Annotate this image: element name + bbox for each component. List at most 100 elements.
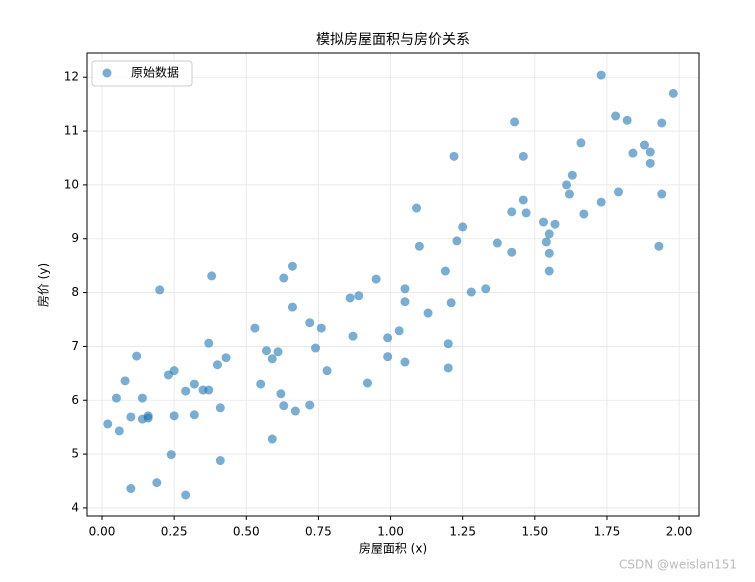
point <box>215 456 225 466</box>
point <box>383 333 393 343</box>
point <box>596 197 606 207</box>
point <box>443 339 453 349</box>
x-axis-label: 房屋面积 (x) <box>359 541 427 556</box>
x-tick-label: 1.50 <box>521 525 548 539</box>
y-tick-label: 9 <box>71 231 79 245</box>
y-tick-label: 6 <box>71 393 79 407</box>
point <box>481 284 491 294</box>
x-tick-label: 1.75 <box>594 525 621 539</box>
point <box>305 400 315 410</box>
point <box>466 287 476 297</box>
point <box>611 111 621 121</box>
point <box>400 284 410 294</box>
point <box>204 338 214 348</box>
point <box>250 323 260 333</box>
point <box>273 347 283 357</box>
x-tick-label: 0.75 <box>305 525 332 539</box>
point <box>628 148 638 158</box>
point <box>645 147 655 157</box>
point <box>507 247 517 257</box>
point <box>383 352 393 362</box>
point <box>510 117 520 127</box>
chart-title: 模拟房屋面积与房价关系 <box>316 32 470 48</box>
point <box>287 261 297 271</box>
y-tick-label: 10 <box>64 177 79 191</box>
point <box>212 360 222 370</box>
point <box>538 217 548 227</box>
x-tick-label: 0.25 <box>161 525 188 539</box>
point <box>261 346 271 356</box>
point <box>189 410 199 420</box>
point <box>316 323 326 333</box>
point <box>564 189 574 199</box>
point <box>371 274 381 284</box>
x-tick-label: 2.00 <box>666 525 693 539</box>
point <box>452 236 462 246</box>
point <box>126 412 136 422</box>
point <box>521 208 531 218</box>
y-tick-label: 7 <box>71 339 79 353</box>
point <box>181 490 191 500</box>
point <box>562 180 572 190</box>
point <box>311 343 321 353</box>
point <box>155 285 165 295</box>
point <box>221 353 231 363</box>
point <box>507 207 517 217</box>
point <box>544 248 554 258</box>
point <box>446 298 456 308</box>
point <box>181 386 191 396</box>
point <box>143 413 153 423</box>
point <box>414 241 424 251</box>
y-tick-label: 12 <box>64 70 79 84</box>
point <box>169 411 179 421</box>
point <box>322 366 332 376</box>
point <box>654 241 664 251</box>
point <box>152 478 162 488</box>
point <box>169 366 179 376</box>
point <box>518 151 528 161</box>
legend-label: 原始数据 <box>131 65 179 80</box>
point <box>305 318 315 328</box>
point <box>550 219 560 229</box>
x-tick-label: 1.00 <box>377 525 404 539</box>
point <box>394 326 404 336</box>
watermark: CSDN @weislan151 <box>619 558 737 572</box>
point <box>443 363 453 373</box>
point <box>400 357 410 367</box>
point <box>579 209 589 219</box>
y-tick-label: 8 <box>71 285 79 299</box>
point <box>440 266 450 276</box>
point <box>256 379 266 389</box>
point <box>541 237 551 247</box>
point <box>362 378 372 388</box>
point <box>287 302 297 312</box>
point <box>111 393 121 403</box>
y-axis-label: 房价 (y) <box>36 263 51 307</box>
point <box>400 297 410 307</box>
point <box>267 354 277 364</box>
point <box>567 170 577 180</box>
point <box>613 187 623 197</box>
point <box>449 151 459 161</box>
point <box>290 406 300 416</box>
point <box>276 389 286 399</box>
point <box>639 140 649 150</box>
point <box>657 189 667 199</box>
point <box>458 222 468 232</box>
point <box>576 138 586 148</box>
point <box>215 403 225 413</box>
point <box>423 308 433 318</box>
point <box>668 88 678 98</box>
x-tick-label: 0.50 <box>233 525 260 539</box>
legend-marker <box>102 68 112 78</box>
point <box>166 450 176 460</box>
point <box>544 266 554 276</box>
legend-box <box>91 60 193 87</box>
point <box>645 158 655 168</box>
x-tick-label: 1.25 <box>449 525 476 539</box>
point <box>279 401 289 411</box>
point <box>137 393 147 403</box>
point <box>126 484 136 494</box>
point <box>348 331 358 341</box>
point <box>657 118 667 128</box>
